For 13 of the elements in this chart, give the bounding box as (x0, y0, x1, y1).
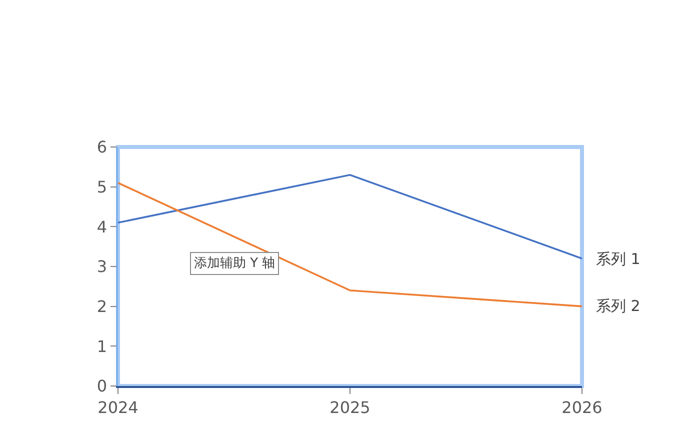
series-label: 系列 2 (596, 297, 640, 315)
y-tick-label: 5 (96, 177, 108, 196)
x-tick-label: 2024 (98, 398, 138, 417)
x-tick-label: 2025 (330, 398, 370, 417)
y-tick-label: 3 (96, 257, 108, 276)
y-tick-label: 4 (96, 217, 108, 236)
y-tick-label: 0 (96, 376, 108, 396)
y-tick-label: 1 (96, 336, 108, 356)
annotation: 添加辅助 Y 轴 (194, 256, 276, 271)
y-tick-label: 2 (96, 296, 108, 316)
y-tick-label: 6 (96, 138, 108, 157)
series-label: 系列 1 (596, 250, 640, 268)
x-tick-label: 2026 (562, 398, 602, 417)
